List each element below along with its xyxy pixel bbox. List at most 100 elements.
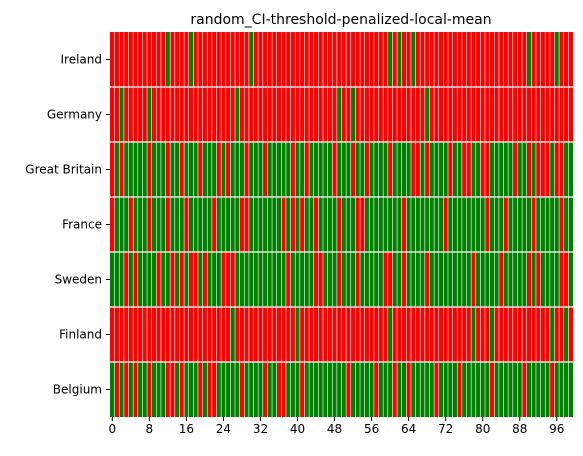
heatmap-cell: [549, 307, 555, 362]
heatmap-cell: [540, 362, 546, 417]
heatmap-cell: [170, 142, 175, 197]
heatmap-cell: [179, 252, 185, 307]
heatmap-cell: [498, 142, 504, 197]
heatmap-cell: [137, 362, 143, 417]
heatmap-cell: [147, 32, 152, 87]
heatmap-cell: [503, 197, 509, 252]
heatmap-cell: [466, 197, 472, 252]
x-axis: 0 8 16 24 32 40 48 56 64 72 80 88 96: [108, 417, 564, 436]
heatmap-cell: [174, 307, 180, 362]
heatmap-cell: [512, 252, 518, 307]
heatmap-cell: [360, 362, 365, 417]
heatmap-cell: [299, 87, 305, 142]
heatmap-cell: [526, 252, 532, 307]
heatmap-cell: [387, 32, 393, 87]
heatmap-cell: [216, 32, 222, 87]
heatmap-cell: [559, 307, 564, 362]
heatmap-cell: [429, 252, 435, 307]
heatmap-cell: [133, 307, 138, 362]
heatmap-cell: [475, 87, 481, 142]
heatmap-cell: [267, 307, 273, 362]
heatmap-cell: [128, 197, 134, 252]
heatmap-cell: [549, 32, 555, 87]
heatmap-cell: [554, 307, 560, 362]
heatmap-cell: [443, 362, 448, 417]
heatmap-cell: [415, 362, 421, 417]
heatmap-cell: [327, 197, 333, 252]
heatmap-cell: [540, 142, 546, 197]
heatmap-cell: [290, 362, 296, 417]
heatmap-cell: [485, 252, 490, 307]
heatmap-cell: [332, 87, 337, 142]
heatmap-cell: [383, 307, 388, 362]
heatmap-cell: [142, 142, 148, 197]
heatmap-cell: [221, 32, 226, 87]
heatmap-cell: [355, 142, 361, 197]
heatmap-cell: [142, 87, 148, 142]
heatmap-cell: [304, 362, 310, 417]
heatmap-cell: [318, 307, 323, 362]
heatmap-cell: [147, 87, 152, 142]
heatmap-cell: [299, 307, 305, 362]
heatmap-cell: [304, 32, 310, 87]
heatmap-cell: [248, 252, 254, 307]
heatmap-cell: [147, 362, 152, 417]
heatmap-cell: [508, 142, 513, 197]
heatmap-cell: [346, 142, 351, 197]
heatmap-cell: [318, 87, 323, 142]
heatmap-cell: [531, 252, 536, 307]
heatmap-cell: [128, 32, 134, 87]
heatmap-cell: [258, 142, 263, 197]
heatmap-cell: [346, 307, 351, 362]
heatmap-cell: [253, 142, 259, 197]
heatmap-cell: [225, 32, 231, 87]
heatmap-cell: [373, 197, 379, 252]
heatmap-cell: [332, 252, 337, 307]
heatmap-cell: [360, 32, 365, 87]
heatmap-cell: [559, 32, 564, 87]
heatmap-cell: [193, 252, 198, 307]
heatmap-cell: [531, 307, 536, 362]
y-tick-label: Finland: [59, 328, 102, 342]
heatmap-cell: [383, 362, 388, 417]
heatmap-cell: [290, 142, 296, 197]
heatmap-cell: [387, 307, 393, 362]
heatmap-cell: [364, 252, 370, 307]
heatmap-cell: [276, 87, 282, 142]
heatmap-cell: [355, 87, 361, 142]
heatmap-cell: [188, 197, 194, 252]
heatmap-cell: [327, 142, 333, 197]
heatmap-cell: [285, 197, 291, 252]
heatmap-cell: [471, 32, 476, 87]
heatmap-cell: [216, 362, 222, 417]
heatmap-cell: [193, 87, 198, 142]
heatmap-cell: [480, 307, 486, 362]
heatmap-cell: [503, 87, 509, 142]
heatmap-cell: [447, 32, 453, 87]
heatmap-cell: [517, 307, 523, 362]
heatmap-cell: [225, 142, 231, 197]
heatmap-cell: [443, 252, 448, 307]
heatmap-cell: [397, 362, 402, 417]
heatmap-cell: [526, 32, 532, 87]
heatmap-cell: [207, 307, 212, 362]
heatmap-cell: [262, 307, 268, 362]
heatmap-cell: [327, 252, 333, 307]
heatmap-cell: [216, 197, 222, 252]
heatmap-cell: [179, 362, 185, 417]
heatmap-cell: [438, 252, 444, 307]
x-tick-label: 56: [364, 422, 379, 436]
heatmap-cell: [216, 87, 222, 142]
heatmap-cell: [360, 197, 365, 252]
heatmap-cell: [137, 142, 143, 197]
heatmap-cell: [184, 197, 189, 252]
heatmap-cell: [346, 87, 351, 142]
heatmap-cell: [216, 252, 222, 307]
heatmap-cell: [211, 362, 217, 417]
heatmap-cell: [401, 252, 407, 307]
heatmap-cell: [207, 142, 212, 197]
heatmap-cell: [424, 307, 430, 362]
heatmap-cell: [475, 252, 481, 307]
heatmap-cell: [401, 142, 407, 197]
heatmap-cell: [434, 197, 439, 252]
